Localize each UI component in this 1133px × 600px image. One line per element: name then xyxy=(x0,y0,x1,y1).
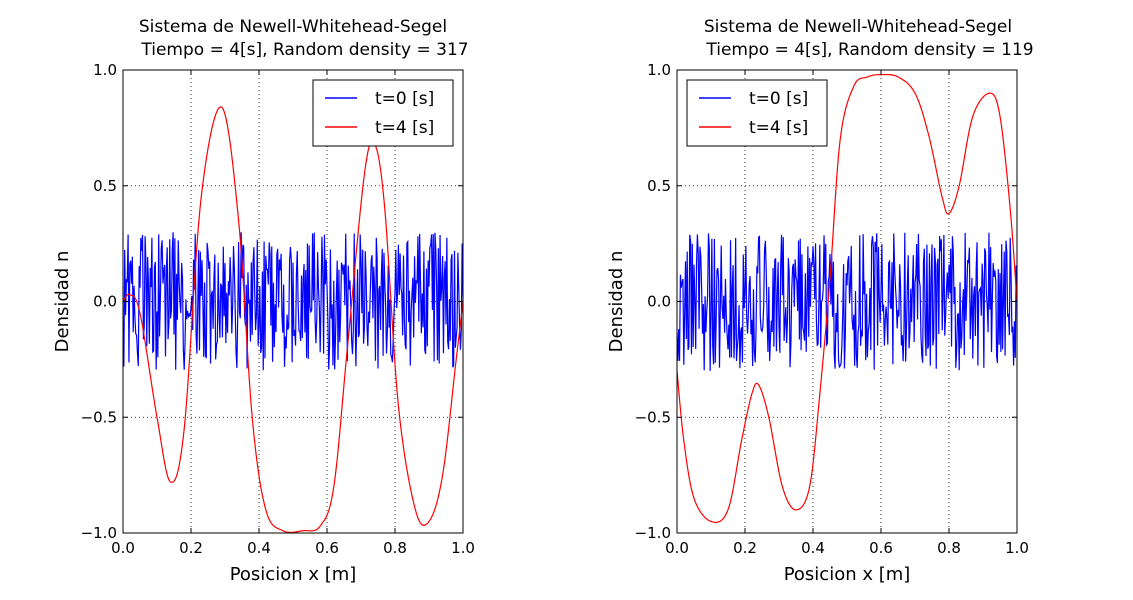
series-line-t4 xyxy=(677,73,1017,523)
plot-area xyxy=(123,106,463,533)
y-tick-label: −0.5 xyxy=(81,408,117,426)
x-tick-label: 0.2 xyxy=(179,539,203,557)
plot-area xyxy=(677,73,1017,523)
legend-label: t=4 [s] xyxy=(375,118,434,138)
x-axis-label: Posicion x [m] xyxy=(230,564,357,585)
x-axis-label: Posicion x [m] xyxy=(784,564,911,585)
x-tick-label: 0.8 xyxy=(937,539,961,557)
x-tick-label: 0.2 xyxy=(733,539,757,557)
legend-label: t=0 [s] xyxy=(375,89,434,109)
y-tick-label: −1.0 xyxy=(635,524,671,542)
chart-subtitle: Tiempo = 4[s], Random density = 317 xyxy=(140,40,468,60)
chart-panel-right: Sistema de Newell-Whitehead-Segel Tiempo … xyxy=(555,0,1133,600)
y-tick-label: −1.0 xyxy=(81,524,117,542)
x-tick-label: 0.6 xyxy=(869,539,893,557)
legend: t=0 [s] t=4 [s] xyxy=(312,79,454,147)
ticks xyxy=(122,69,464,534)
x-tick-label: 0.0 xyxy=(111,539,135,557)
y-tick-label: 0.5 xyxy=(93,177,117,195)
y-tick-label: −0.5 xyxy=(635,408,671,426)
chart-svg-right: Sistema de Newell-Whitehead-Segel Tiempo … xyxy=(606,17,1034,585)
legend-label: t=0 [s] xyxy=(749,89,808,109)
y-axis-label: Densidad n xyxy=(52,251,73,353)
y-axis-label: Densidad n xyxy=(606,251,627,353)
y-tick-label: 0.5 xyxy=(647,177,671,195)
x-tick-label: 0.8 xyxy=(383,539,407,557)
ticks xyxy=(676,69,1018,534)
legend: t=0 [s] t=4 [s] xyxy=(686,79,828,147)
x-tick-label: 1.0 xyxy=(1005,539,1029,557)
series-line-t0 xyxy=(123,232,463,371)
x-tick-label: 0.0 xyxy=(665,539,689,557)
y-tick-label: 0.0 xyxy=(647,293,671,311)
chart-panel-left: Sistema de Newell-Whitehead-Segel Tiempo … xyxy=(0,0,566,600)
chart-svg-left: Sistema de Newell-Whitehead-Segel Tiempo … xyxy=(52,17,475,585)
chart-subtitle: Tiempo = 4[s], Random density = 119 xyxy=(705,40,1033,60)
x-tick-label: 0.4 xyxy=(801,539,825,557)
y-tick-label: 0.0 xyxy=(93,293,117,311)
x-tick-label: 0.4 xyxy=(247,539,271,557)
legend-box xyxy=(686,79,828,147)
series-line-t4 xyxy=(123,106,463,533)
y-tick-label: 1.0 xyxy=(647,61,671,79)
x-tick-label: 1.0 xyxy=(451,539,475,557)
y-tick-label: 1.0 xyxy=(93,61,117,79)
x-tick-label: 0.6 xyxy=(315,539,339,557)
legend-box xyxy=(312,79,454,147)
chart-title: Sistema de Newell-Whitehead-Segel xyxy=(139,17,447,37)
legend-label: t=4 [s] xyxy=(749,118,808,138)
chart-title: Sistema de Newell-Whitehead-Segel xyxy=(704,17,1012,37)
series-line-t0 xyxy=(677,232,1017,371)
